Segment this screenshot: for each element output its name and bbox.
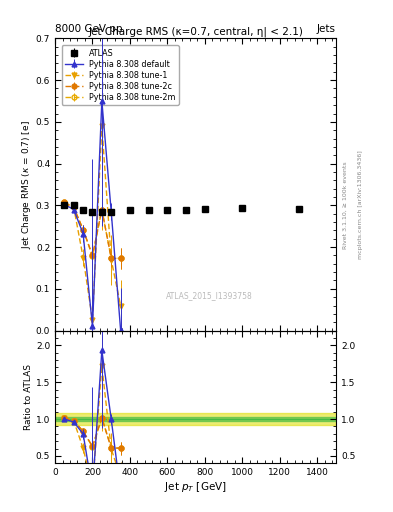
Title: Jet Charge RMS (κ=0.7, central, η| < 2.1): Jet Charge RMS (κ=0.7, central, η| < 2.1…	[88, 26, 303, 37]
Y-axis label: Jet Charge RMS ($\kappa$ = 0.7) [e]: Jet Charge RMS ($\kappa$ = 0.7) [e]	[20, 120, 33, 249]
Y-axis label: Ratio to ATLAS: Ratio to ATLAS	[24, 364, 33, 430]
Text: ATLAS_2015_I1393758: ATLAS_2015_I1393758	[166, 291, 253, 300]
Bar	[55, 417, 336, 421]
X-axis label: Jet $p_{T}$ [GeV]: Jet $p_{T}$ [GeV]	[164, 480, 227, 494]
Text: 8000 GeV pp: 8000 GeV pp	[55, 24, 123, 34]
Bar	[55, 413, 336, 425]
Text: Jets: Jets	[317, 24, 336, 34]
Legend: ATLAS, Pythia 8.308 default, Pythia 8.308 tune-1, Pythia 8.308 tune-2c, Pythia 8: ATLAS, Pythia 8.308 default, Pythia 8.30…	[62, 46, 179, 105]
Text: mcplots.cern.ch [arXiv:1306.3436]: mcplots.cern.ch [arXiv:1306.3436]	[358, 151, 363, 259]
Text: Rivet 3.1.10, ≥ 100k events: Rivet 3.1.10, ≥ 100k events	[343, 161, 348, 249]
